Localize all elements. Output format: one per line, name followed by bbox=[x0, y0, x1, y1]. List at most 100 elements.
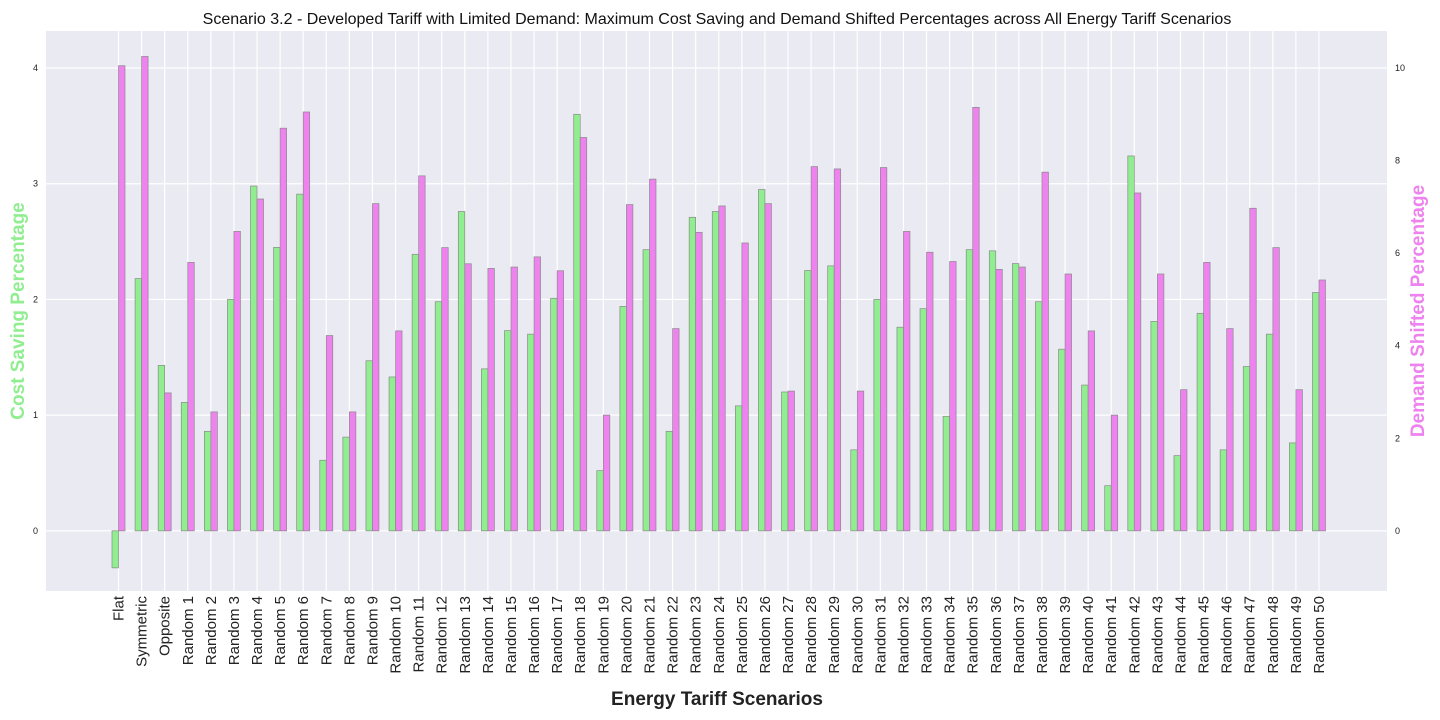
bar-cost-saving bbox=[1035, 301, 1043, 532]
bar-cost-saving bbox=[527, 333, 535, 532]
x-tick-label: Random 18 bbox=[572, 596, 589, 674]
bar-cost-saving bbox=[250, 185, 258, 532]
x-tick-label: Random 37 bbox=[1011, 596, 1028, 674]
x-tick-label: Random 41 bbox=[1103, 596, 1120, 674]
bar-demand-shifted bbox=[1249, 207, 1257, 532]
bar-cost-saving bbox=[273, 247, 281, 532]
bar-cost-saving bbox=[596, 470, 604, 532]
x-tick-label: Random 29 bbox=[826, 596, 843, 674]
bar-cost-saving bbox=[388, 376, 396, 532]
bar-demand-shifted bbox=[1087, 330, 1095, 532]
bar-demand-shifted bbox=[233, 231, 241, 532]
bar-cost-saving bbox=[896, 326, 904, 532]
bar-demand-shifted bbox=[1203, 262, 1211, 532]
x-tick-label: Random 32 bbox=[895, 596, 912, 674]
bar-cost-saving bbox=[1104, 485, 1112, 532]
x-tick-label: Random 25 bbox=[734, 596, 751, 674]
bar-demand-shifted bbox=[325, 335, 334, 532]
bar-cost-saving bbox=[1265, 333, 1274, 532]
bar-demand-shifted bbox=[510, 266, 518, 532]
bar-demand-shifted bbox=[418, 175, 426, 532]
bar-demand-shifted bbox=[880, 167, 888, 532]
bar-cost-saving bbox=[296, 193, 304, 532]
bar-cost-saving bbox=[942, 415, 950, 532]
x-tick-label: Flat bbox=[111, 595, 128, 621]
x-tick-label: Random 43 bbox=[1149, 596, 1166, 674]
x-tick-label: Random 20 bbox=[618, 596, 635, 674]
bar-demand-shifted bbox=[718, 205, 726, 532]
bar-demand-shifted bbox=[833, 168, 842, 532]
x-tick-label: Random 3 bbox=[226, 596, 243, 665]
bar-demand-shifted bbox=[949, 261, 957, 532]
bar-demand-shifted bbox=[810, 166, 818, 532]
x-tick-label: Random 23 bbox=[688, 596, 705, 674]
bar-cost-saving bbox=[1150, 321, 1158, 532]
bar-cost-saving bbox=[319, 459, 327, 532]
bar-demand-shifted bbox=[302, 111, 311, 532]
bar-cost-saving bbox=[550, 297, 558, 532]
bar-demand-shifted bbox=[741, 242, 749, 532]
bar-demand-shifted bbox=[164, 392, 172, 532]
bar-cost-saving bbox=[919, 308, 927, 532]
bar-cost-saving bbox=[965, 249, 974, 532]
bar-demand-shifted bbox=[1272, 247, 1280, 532]
bar-demand-shifted bbox=[1018, 266, 1026, 532]
y-tick-left: 2 bbox=[33, 294, 38, 304]
x-tick-label: Random 12 bbox=[434, 596, 451, 674]
bar-demand-shifted bbox=[1064, 273, 1072, 532]
x-tick-label: Random 1 bbox=[180, 596, 197, 665]
bar-demand-shifted bbox=[649, 178, 657, 532]
bar-cost-saving bbox=[758, 189, 766, 532]
bar-cost-saving bbox=[1127, 155, 1135, 532]
x-tick-label: Random 6 bbox=[295, 596, 312, 665]
y-axis-label-left: Cost Saving Percentage bbox=[8, 202, 29, 420]
bar-demand-shifted bbox=[695, 231, 703, 532]
bar-cost-saving bbox=[1012, 263, 1020, 532]
x-tick-label: Random 28 bbox=[803, 596, 820, 674]
x-tick-label: Random 11 bbox=[411, 596, 428, 672]
y-tick-right: 8 bbox=[1395, 156, 1400, 166]
x-tick-label: Random 26 bbox=[757, 596, 774, 674]
bar-demand-shifted bbox=[626, 204, 634, 532]
x-tick-label: Random 27 bbox=[780, 596, 797, 674]
bar-demand-shifted bbox=[972, 107, 980, 532]
x-tick-label: Random 15 bbox=[503, 596, 520, 674]
x-tick-label: Random 10 bbox=[388, 596, 405, 674]
x-tick-label: Random 49 bbox=[1288, 596, 1305, 674]
bar-cost-saving bbox=[457, 211, 466, 532]
y-axis-left: 0 1 2 3 4 bbox=[33, 63, 38, 536]
x-tick-label: Random 42 bbox=[1126, 596, 1143, 674]
x-tick-label: Random 9 bbox=[364, 596, 381, 665]
bar-demand-shifted bbox=[787, 390, 795, 532]
bar-cost-saving bbox=[411, 253, 419, 532]
bar-demand-shifted bbox=[141, 56, 149, 532]
bar-cost-saving bbox=[734, 405, 743, 532]
x-axis-label: Energy Tariff Scenarios bbox=[611, 689, 823, 710]
bar-cost-saving bbox=[1058, 348, 1066, 532]
bar-demand-shifted bbox=[995, 268, 1003, 532]
bar-demand-shifted bbox=[395, 330, 403, 532]
x-tick-label: Random 17 bbox=[549, 596, 566, 674]
bar-cost-saving bbox=[827, 265, 835, 532]
y-tick-left: 0 bbox=[33, 526, 38, 536]
bar-demand-shifted bbox=[118, 65, 126, 532]
x-tick-label: Random 19 bbox=[595, 596, 612, 674]
bar-demand-shifted bbox=[487, 268, 495, 532]
chart-title: Scenario 3.2 - Developed Tariff with Lim… bbox=[203, 11, 1232, 28]
bar-cost-saving bbox=[573, 113, 581, 532]
bar-cost-saving bbox=[781, 391, 789, 532]
bar-cost-saving bbox=[804, 270, 812, 532]
bars bbox=[111, 56, 1326, 569]
bar-demand-shifted bbox=[256, 198, 264, 532]
bar-cost-saving bbox=[988, 250, 997, 532]
bar-demand-shifted bbox=[1180, 389, 1188, 532]
x-axis: Flat Symmetric Opposite Random 1 Random 2 Ran… bbox=[111, 595, 1329, 673]
bar-cost-saving bbox=[711, 211, 720, 532]
bar-demand-shifted bbox=[349, 411, 357, 532]
bar-cost-saving bbox=[850, 449, 858, 532]
bar-demand-shifted bbox=[533, 256, 541, 532]
x-tick-label: Random 16 bbox=[526, 596, 543, 674]
x-tick-label: Random 24 bbox=[711, 596, 728, 674]
bar-cost-saving bbox=[134, 278, 142, 532]
x-tick-label: Random 40 bbox=[1080, 596, 1097, 674]
